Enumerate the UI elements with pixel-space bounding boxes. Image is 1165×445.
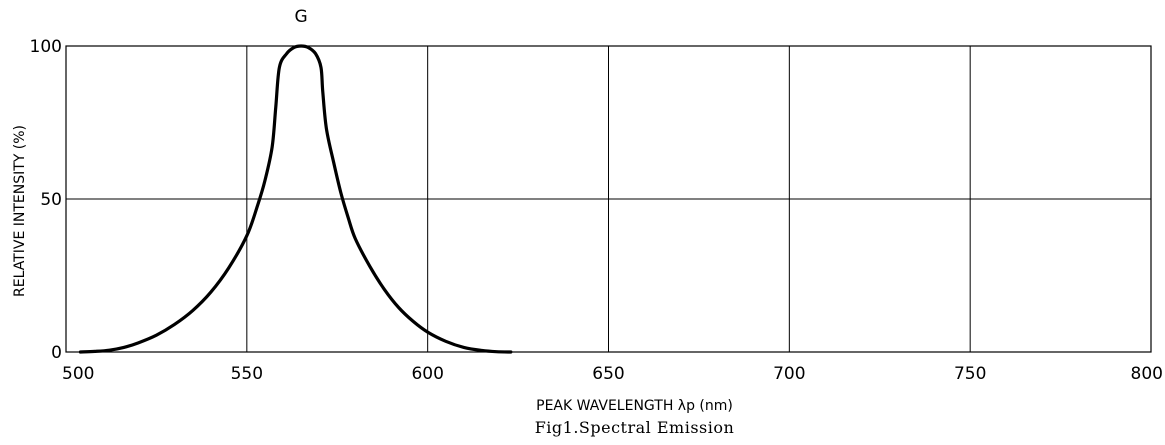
series-line-g xyxy=(78,44,513,354)
y-tick-labels: 0 50 100 xyxy=(30,37,62,363)
figure-caption: Fig1.Spectral Emission xyxy=(535,418,735,437)
x-tick-label-500: 500 xyxy=(62,364,94,384)
x-tick-labels: 500 550 600 650 700 750 800 xyxy=(62,364,1163,384)
x-tick-label-750: 750 xyxy=(954,364,986,384)
x-tick-label-650: 650 xyxy=(592,364,624,384)
x-tick-label-700: 700 xyxy=(773,364,805,384)
y-tick-label-50: 50 xyxy=(40,190,62,210)
y-tick-label-100: 100 xyxy=(30,37,62,57)
plot-frame xyxy=(65,45,1152,353)
y-tick-label-0: 0 xyxy=(51,343,62,363)
grid-lines xyxy=(66,46,1151,352)
x-axis-label: PEAK WAVELENGTH λp (nm) xyxy=(536,398,733,414)
x-tick-label-550: 550 xyxy=(231,364,263,384)
series-label-g: G xyxy=(294,7,307,27)
x-tick-label-600: 600 xyxy=(411,364,443,384)
x-tick-label-800: 800 xyxy=(1131,364,1163,384)
y-axis-label: RELATIVE INTENSITY (%) xyxy=(12,125,28,297)
